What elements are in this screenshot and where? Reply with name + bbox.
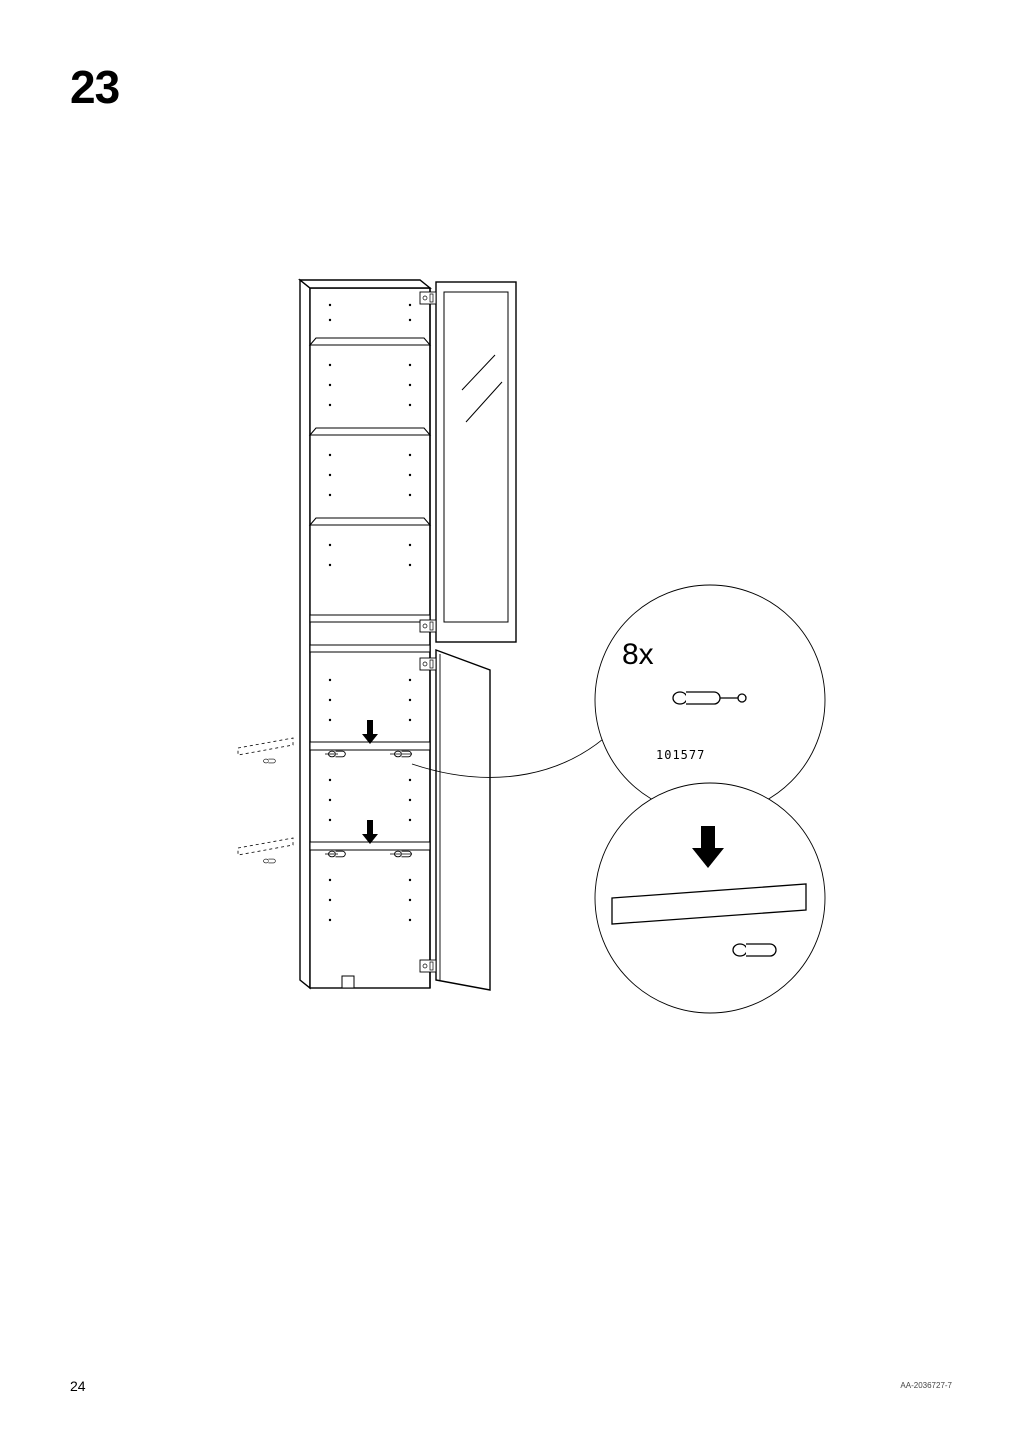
upper-glass-door [436, 282, 516, 642]
lower-door [436, 650, 490, 990]
instruction-page: 23 24 AA-2036727-7 [0, 0, 1012, 1432]
cabinet-body [300, 280, 430, 988]
document-id: AA-2036727-7 [900, 1381, 952, 1390]
hinge-icon [420, 658, 436, 670]
step-number: 23 [70, 60, 119, 114]
hinge-icon [420, 960, 436, 972]
hardware-part-number: 101577 [656, 748, 705, 762]
page-number: 24 [70, 1378, 86, 1394]
illustration-canvas [230, 250, 850, 1090]
hinge-icon [420, 292, 436, 304]
detail-callout [595, 783, 825, 1013]
hardware-qty: 8x [622, 638, 654, 672]
hinge-icon [420, 620, 436, 632]
dashed-side-guides [238, 738, 293, 863]
assembly-illustration [230, 250, 850, 1090]
hardware-callout [595, 585, 825, 815]
